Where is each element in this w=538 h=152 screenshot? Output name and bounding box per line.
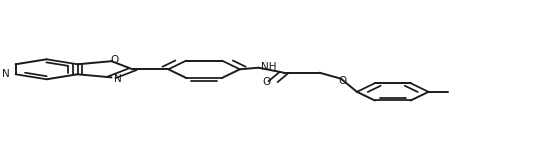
Text: O: O bbox=[110, 55, 118, 66]
Text: N: N bbox=[2, 69, 10, 79]
Text: O: O bbox=[338, 76, 346, 86]
Text: N: N bbox=[114, 74, 122, 84]
Text: NH: NH bbox=[260, 62, 276, 71]
Text: O: O bbox=[263, 77, 271, 87]
